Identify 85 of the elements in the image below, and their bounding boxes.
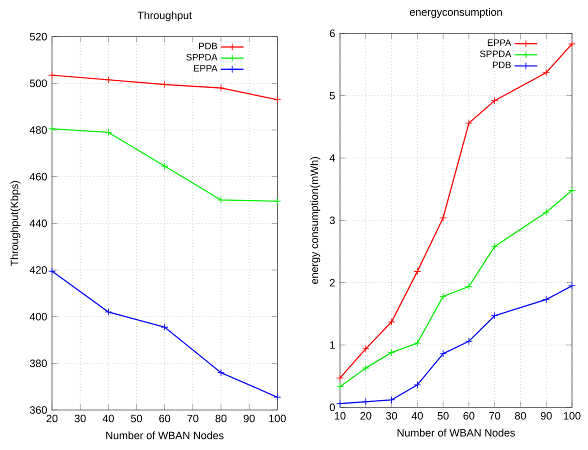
y-axis-title: energy consumption(mWh) (310, 157, 320, 284)
x-tick-label: 90 (244, 414, 255, 422)
x-tick-label: 40 (102, 414, 114, 422)
y-tick-label: 400 (30, 312, 47, 320)
x-tick-label: 10 (334, 412, 346, 420)
x-tick-label: 20 (46, 414, 58, 422)
y-tick-label: 2 (330, 278, 335, 286)
x-tick-label: 100 (564, 412, 580, 420)
point (388, 318, 396, 326)
point (104, 308, 112, 316)
point (542, 296, 550, 304)
point (490, 96, 498, 104)
point (568, 282, 576, 290)
x-tick-label: 80 (514, 412, 526, 420)
y-tick-label: 360 (30, 406, 47, 414)
point (439, 350, 447, 358)
point (362, 345, 370, 352)
point (465, 338, 473, 345)
point (336, 374, 344, 382)
legend-label: SPPDA (186, 54, 218, 60)
x-tick-label: 30 (386, 412, 398, 420)
point (160, 323, 168, 331)
y-tick-label: 420 (30, 266, 47, 274)
legend-label: SPPDA (480, 50, 512, 58)
point (160, 80, 168, 88)
x-tick-label: 90 (540, 412, 552, 420)
point (439, 214, 447, 222)
point (48, 267, 56, 275)
point (48, 71, 56, 79)
y-tick-label: 6 (330, 30, 335, 38)
y-tick-label: 0 (330, 404, 335, 412)
point (490, 312, 498, 320)
point (104, 128, 112, 136)
point (414, 339, 422, 347)
x-tick-label: 30 (74, 414, 86, 422)
x-tick-label: 70 (187, 414, 198, 422)
y-axis-title: Throughput(Kbps) (10, 181, 20, 266)
legend-label: EPPA (194, 65, 218, 72)
point (274, 393, 282, 401)
legend-label: EPPA (488, 39, 512, 46)
y-tick-label: 520 (30, 32, 47, 40)
point (490, 242, 498, 250)
point (414, 381, 422, 389)
x-tick-label: 20 (360, 412, 372, 420)
x-tick-label: 50 (130, 414, 142, 422)
y-tick-label: 5 (330, 92, 335, 100)
point (568, 186, 576, 194)
legend-label: PDB (492, 62, 511, 68)
y-tick-label: 460 (30, 172, 47, 180)
x-tick-label: 60 (464, 412, 474, 420)
y-tick-label: 4 (330, 154, 335, 162)
x-axis-title: Number of WBAN Nodes (398, 428, 515, 437)
x-tick-label: 80 (216, 414, 227, 422)
point (542, 68, 550, 76)
point (336, 383, 344, 390)
y-tick-label: 3 (330, 216, 335, 224)
point (160, 162, 168, 170)
x-tick-label: 60 (159, 414, 170, 422)
point (274, 197, 282, 205)
x-axis-title: Number of WBAN Nodes (106, 431, 224, 440)
x-tick-label: 50 (438, 412, 449, 420)
point (274, 96, 282, 104)
point (362, 364, 370, 372)
y-tick-label: 440 (30, 220, 47, 228)
point (388, 348, 396, 356)
y-tick-label: 1 (330, 341, 335, 349)
point (465, 282, 473, 290)
y-tick-label: 480 (30, 126, 47, 134)
point (362, 398, 370, 406)
point (439, 292, 447, 300)
point (568, 40, 576, 48)
point (48, 125, 56, 133)
point (465, 119, 473, 127)
chart-title: Throughput (138, 11, 192, 22)
legend-label: PDB (199, 42, 218, 50)
x-tick-label: 70 (489, 412, 500, 420)
point (414, 268, 422, 276)
point (542, 208, 550, 216)
y-tick-label: 500 (30, 80, 47, 88)
point (104, 76, 112, 84)
x-tick-label: 40 (412, 412, 423, 420)
x-tick-label: 100 (269, 414, 286, 422)
point (217, 368, 225, 376)
chart-title: energyconsumption (410, 8, 502, 18)
y-tick-label: 380 (30, 360, 47, 368)
